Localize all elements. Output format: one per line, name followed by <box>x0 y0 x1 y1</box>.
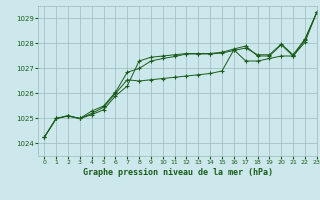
X-axis label: Graphe pression niveau de la mer (hPa): Graphe pression niveau de la mer (hPa) <box>83 168 273 177</box>
